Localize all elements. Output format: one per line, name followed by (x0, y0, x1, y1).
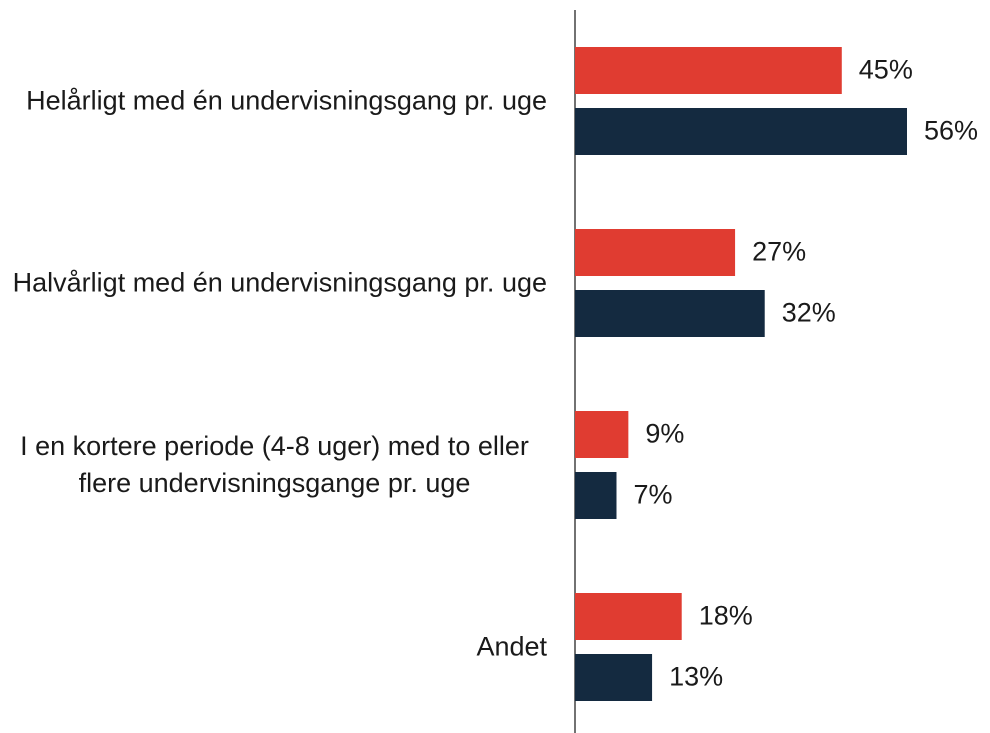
category-label: I en kortere periode (4-8 uger) med to e… (2, 428, 547, 502)
value-label: 13% (669, 662, 723, 692)
bar (575, 47, 842, 94)
bar (575, 654, 653, 701)
category-text: Halvårligt med én undervisningsgang pr. … (12, 267, 547, 298)
value-label: 32% (782, 298, 836, 328)
category-text: I en kortere periode (4-8 uger) med to e… (20, 431, 529, 498)
category-label: Halvårligt med én undervisningsgang pr. … (2, 265, 547, 302)
category-text: Andet (476, 631, 547, 662)
value-label: 27% (752, 237, 806, 267)
bar (575, 108, 907, 155)
bar (575, 411, 629, 458)
value-label: 9% (645, 419, 684, 449)
bar (575, 593, 682, 640)
category-label: Andet (2, 629, 547, 666)
value-label: 45% (859, 55, 913, 85)
bar (575, 290, 765, 337)
value-label: 56% (924, 116, 978, 146)
bar (575, 472, 617, 519)
value-label: 7% (634, 480, 673, 510)
bar (575, 229, 736, 276)
category-text: Helårligt med én undervisningsgang pr. u… (26, 85, 547, 116)
category-label: Helårligt med én undervisningsgang pr. u… (2, 83, 547, 120)
value-label: 18% (699, 601, 753, 631)
